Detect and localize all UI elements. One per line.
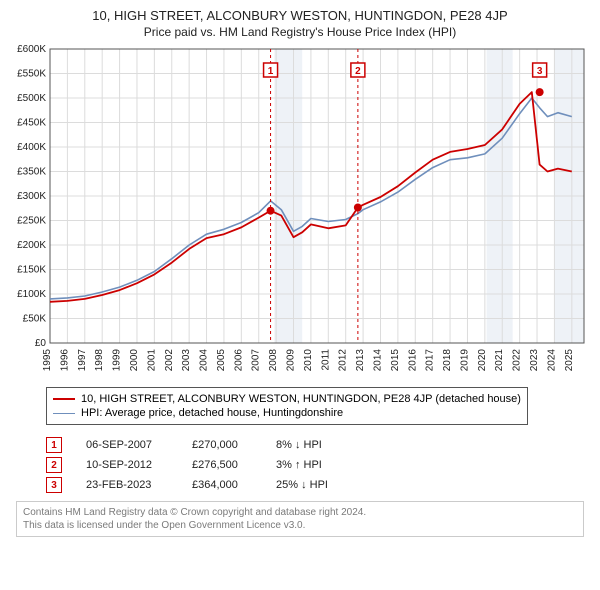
page-title: 10, HIGH STREET, ALCONBURY WESTON, HUNTI… [10, 8, 590, 23]
sale-delta: 8% ↓ HPI [276, 439, 356, 451]
svg-text:£550K: £550K [17, 69, 46, 80]
svg-text:2010: 2010 [303, 349, 314, 372]
svg-text:1999: 1999 [112, 349, 123, 372]
svg-text:£50K: £50K [23, 314, 47, 325]
svg-text:£500K: £500K [17, 93, 46, 104]
svg-text:2002: 2002 [164, 349, 175, 372]
svg-text:1998: 1998 [94, 349, 105, 372]
legend: 10, HIGH STREET, ALCONBURY WESTON, HUNTI… [46, 387, 528, 425]
svg-text:2009: 2009 [286, 349, 297, 372]
svg-text:£100K: £100K [17, 289, 46, 300]
svg-text:2006: 2006 [233, 349, 244, 372]
sale-price: £276,500 [192, 459, 252, 471]
svg-text:2022: 2022 [512, 349, 523, 372]
svg-text:2011: 2011 [320, 349, 331, 371]
svg-text:2024: 2024 [546, 349, 557, 372]
svg-text:2005: 2005 [216, 349, 227, 372]
attribution: Contains HM Land Registry data © Crown c… [16, 501, 584, 537]
svg-text:2021: 2021 [494, 349, 505, 372]
svg-text:£250K: £250K [17, 216, 46, 227]
svg-text:1995: 1995 [42, 349, 53, 372]
svg-text:2008: 2008 [268, 349, 279, 372]
svg-text:£350K: £350K [17, 167, 46, 178]
sale-delta: 3% ↑ HPI [276, 459, 356, 471]
sales-row-1: 1 06-SEP-2007 £270,000 8% ↓ HPI [46, 435, 584, 455]
sale-price: £270,000 [192, 439, 252, 451]
svg-text:2: 2 [355, 66, 361, 77]
svg-text:2016: 2016 [407, 349, 418, 372]
sale-marker-3-icon: 3 [46, 477, 62, 493]
legend-label-property: 10, HIGH STREET, ALCONBURY WESTON, HUNTI… [81, 392, 521, 406]
svg-text:1: 1 [268, 66, 274, 77]
svg-text:2017: 2017 [425, 349, 436, 372]
sales-row-2: 2 10-SEP-2012 £276,500 3% ↑ HPI [46, 455, 584, 475]
svg-text:2012: 2012 [338, 349, 349, 372]
svg-text:2014: 2014 [372, 349, 383, 372]
svg-text:£0: £0 [35, 338, 47, 349]
sale-delta: 25% ↓ HPI [276, 479, 356, 491]
legend-item-property: 10, HIGH STREET, ALCONBURY WESTON, HUNTI… [53, 392, 521, 406]
svg-text:2003: 2003 [181, 349, 192, 372]
price-chart: £0 £50K £100K £150K £200K £250K £300K £350K £400… [10, 43, 590, 383]
sale-marker-2-icon: 2 [46, 457, 62, 473]
svg-text:£600K: £600K [17, 44, 46, 55]
attribution-line-1: Contains HM Land Registry data © Crown c… [23, 506, 577, 519]
legend-label-hpi: HPI: Average price, detached house, Hunt… [81, 406, 343, 420]
sales-row-3: 3 23-FEB-2023 £364,000 25% ↓ HPI [46, 475, 584, 495]
svg-text:2019: 2019 [459, 349, 470, 372]
sale-marker-1-icon: 1 [46, 437, 62, 453]
svg-text:£200K: £200K [17, 240, 46, 251]
svg-text:2025: 2025 [564, 349, 575, 372]
sale-date: 23-FEB-2023 [86, 479, 168, 491]
svg-text:2018: 2018 [442, 349, 453, 372]
svg-text:3: 3 [537, 66, 543, 77]
svg-text:2020: 2020 [477, 349, 488, 372]
svg-text:2001: 2001 [146, 349, 157, 372]
attribution-line-2: This data is licensed under the Open Gov… [23, 519, 577, 532]
svg-text:1996: 1996 [59, 349, 70, 372]
svg-text:2023: 2023 [529, 349, 540, 372]
legend-item-hpi: HPI: Average price, detached house, Hunt… [53, 406, 521, 420]
sale-date: 10-SEP-2012 [86, 459, 168, 471]
legend-swatch-hpi [53, 413, 75, 414]
svg-text:1997: 1997 [77, 349, 88, 372]
chart-svg: £0 £50K £100K £150K £200K £250K £300K £350K £400… [10, 43, 590, 378]
svg-text:£150K: £150K [17, 265, 46, 276]
legend-swatch-property [53, 398, 75, 400]
svg-text:2015: 2015 [390, 349, 401, 372]
sale-date: 06-SEP-2007 [86, 439, 168, 451]
svg-text:£300K: £300K [17, 191, 46, 202]
svg-text:2007: 2007 [251, 349, 262, 372]
sales-table: 1 06-SEP-2007 £270,000 8% ↓ HPI 2 10-SEP… [46, 435, 584, 495]
svg-text:2013: 2013 [355, 349, 366, 372]
page-subtitle: Price paid vs. HM Land Registry's House … [10, 25, 590, 39]
svg-text:2004: 2004 [199, 349, 210, 372]
svg-text:£450K: £450K [17, 118, 46, 129]
svg-text:£400K: £400K [17, 142, 46, 153]
svg-text:2000: 2000 [129, 349, 140, 372]
sale-price: £364,000 [192, 479, 252, 491]
